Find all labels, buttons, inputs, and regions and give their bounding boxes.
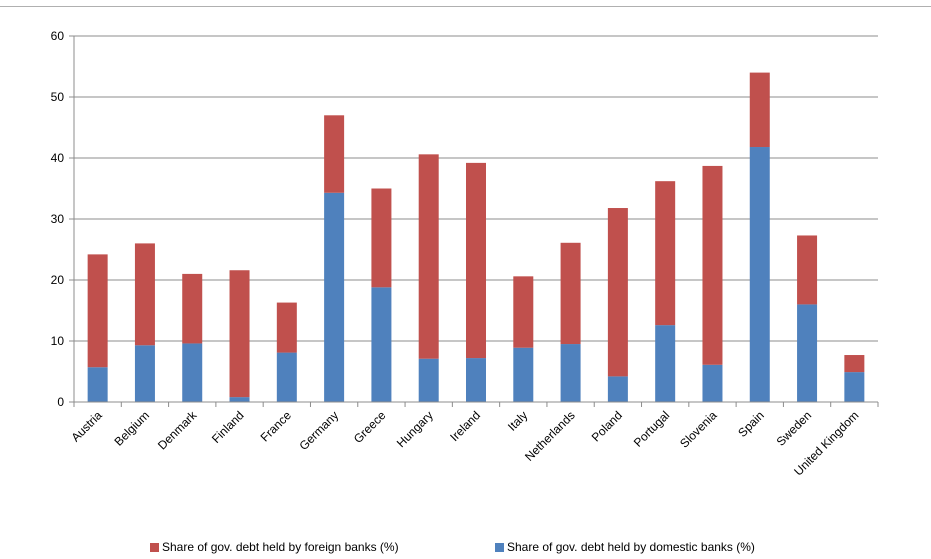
x-category-label: Slovenia bbox=[677, 408, 720, 451]
y-tick-label: 40 bbox=[51, 151, 65, 165]
x-category-label: Ireland bbox=[447, 408, 483, 444]
bar-domestic-netherlands bbox=[560, 344, 581, 402]
x-category-label: Denmark bbox=[155, 408, 200, 453]
x-category-label: Austria bbox=[68, 408, 105, 445]
bar-domestic-portugal bbox=[655, 325, 676, 402]
bar-foreign-spain bbox=[749, 72, 770, 148]
bar-foreign-finland bbox=[229, 270, 250, 398]
x-category-label: Netherlands bbox=[522, 408, 578, 464]
x-category-label: Germany bbox=[296, 408, 341, 453]
x-category-label: Sweden bbox=[774, 408, 815, 449]
y-tick-label: 20 bbox=[51, 273, 65, 287]
bar-foreign-sweden bbox=[797, 235, 818, 305]
bar-domestic-italy bbox=[513, 347, 534, 402]
bar-foreign-austria bbox=[87, 254, 108, 368]
bar-domestic-france bbox=[276, 352, 297, 402]
bar-foreign-united-kingdom bbox=[844, 355, 865, 373]
top-rule bbox=[0, 6, 931, 7]
y-tick-label: 60 bbox=[51, 29, 65, 43]
bar-foreign-poland bbox=[607, 208, 628, 377]
bar-foreign-hungary bbox=[418, 154, 439, 359]
legend-label-foreign: Share of gov. debt held by foreign banks… bbox=[162, 540, 399, 554]
legend-item-foreign: Share of gov. debt held by foreign banks… bbox=[150, 540, 399, 554]
bar-domestic-poland bbox=[607, 376, 628, 402]
x-category-label: Hungary bbox=[394, 408, 436, 450]
bar-foreign-portugal bbox=[655, 181, 676, 326]
x-category-label: Spain bbox=[735, 408, 767, 440]
x-category-label: France bbox=[258, 408, 295, 445]
bar-foreign-netherlands bbox=[560, 242, 581, 345]
bar-domestic-denmark bbox=[182, 343, 203, 402]
bar-domestic-united-kingdom bbox=[844, 372, 865, 402]
bar-domestic-ireland bbox=[466, 358, 486, 402]
legend-swatch-domestic bbox=[495, 542, 504, 552]
bar-foreign-belgium bbox=[134, 243, 155, 346]
stacked-bar-chart: 0 10 20 30 40 50 60 Austria Belgium Denmark Finla… bbox=[51, 29, 879, 479]
bar-foreign-slovenia bbox=[702, 165, 723, 365]
x-category-label: Greece bbox=[351, 408, 389, 446]
bar-foreign-denmark bbox=[182, 273, 203, 344]
bar-domestic-germany bbox=[324, 192, 345, 402]
bars bbox=[87, 72, 865, 402]
bar-domestic-spain bbox=[749, 147, 770, 402]
x-category-label: Poland bbox=[589, 408, 625, 444]
legend-swatch-foreign bbox=[150, 542, 159, 552]
legend: Share of gov. debt held by foreign banks… bbox=[0, 540, 931, 556]
y-tick-label: 30 bbox=[51, 212, 65, 226]
x-category-label: Italy bbox=[505, 408, 530, 433]
bar-foreign-france bbox=[276, 302, 297, 353]
bar-domestic-slovenia bbox=[702, 364, 723, 402]
bar-foreign-greece bbox=[371, 188, 392, 288]
bar-domestic-greece bbox=[371, 287, 392, 402]
bar-domestic-hungary bbox=[418, 358, 439, 402]
bar-foreign-germany bbox=[324, 115, 345, 193]
y-tick-label: 10 bbox=[51, 334, 65, 348]
gridlines bbox=[74, 35, 878, 342]
bar-domestic-sweden bbox=[797, 304, 818, 402]
legend-item-domestic: Share of gov. debt held by domestic bank… bbox=[495, 540, 755, 554]
bar-domestic-austria bbox=[87, 367, 108, 402]
axes bbox=[69, 35, 879, 407]
legend-label-domestic: Share of gov. debt held by domestic bank… bbox=[507, 540, 755, 554]
bar-domestic-belgium bbox=[134, 345, 155, 402]
x-category-label: Belgium bbox=[112, 408, 153, 449]
x-category-labels: Austria Belgium Denmark Finland France German… bbox=[68, 408, 861, 479]
x-category-label: Portugal bbox=[631, 408, 673, 450]
y-tick-labels: 0 10 20 30 40 50 60 bbox=[51, 29, 65, 409]
x-category-label: Finland bbox=[209, 408, 247, 446]
y-tick-label: 50 bbox=[51, 90, 65, 104]
bar-foreign-italy bbox=[513, 276, 534, 348]
bar-foreign-ireland bbox=[466, 162, 486, 359]
bar-domestic-finland bbox=[229, 397, 250, 402]
y-tick-label: 0 bbox=[57, 395, 64, 409]
